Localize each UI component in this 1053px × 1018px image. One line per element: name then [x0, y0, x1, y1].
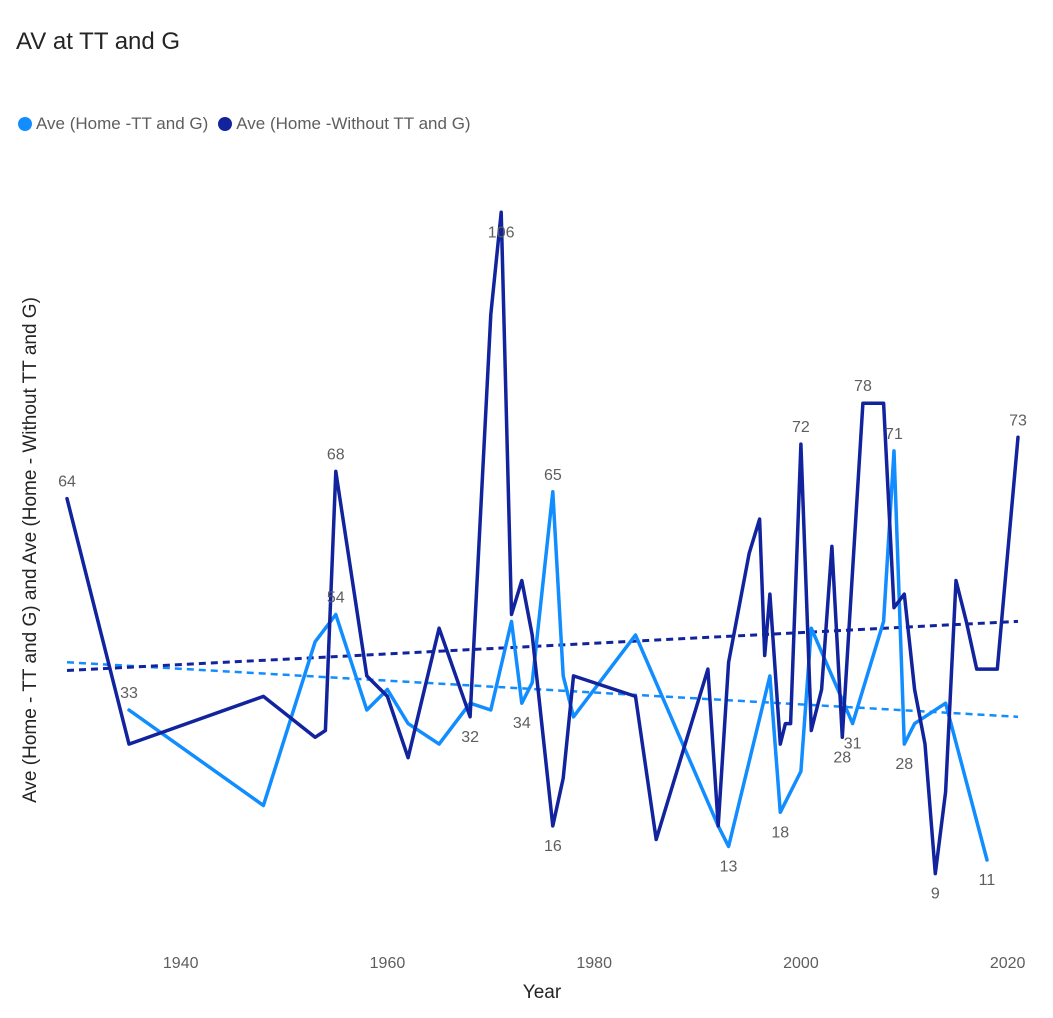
legend-marker-series-1 — [18, 117, 32, 131]
x-tick-label: 1960 — [370, 955, 406, 972]
x-axis: 1940 1960 1980 2000 2020 — [163, 955, 1026, 972]
x-tick-label: 2020 — [990, 955, 1026, 972]
trendline-layer — [66, 619, 1019, 719]
data-label: 18 — [771, 824, 789, 841]
data-label: 33 — [120, 685, 138, 702]
trendline-series-1 — [66, 661, 1019, 719]
legend-item-series-2[interactable]: Ave (Home -Without TT and G) — [218, 114, 471, 134]
series-layer — [65, 210, 1020, 876]
data-label: 31 — [844, 736, 862, 753]
data-label: 73 — [1009, 412, 1027, 429]
data-label: 32 — [461, 729, 479, 746]
data-label: 65 — [544, 467, 562, 484]
legend: Ave (Home -TT and G) Ave (Home -Without … — [18, 114, 481, 134]
data-label: 78 — [854, 378, 872, 395]
data-label: 16 — [544, 838, 562, 855]
legend-label-series-1: Ave (Home -TT and G) — [36, 114, 209, 133]
data-label: 106 — [488, 224, 515, 241]
legend-label-series-2: Ave (Home -Without TT and G) — [236, 114, 471, 133]
data-label: 11 — [979, 872, 996, 889]
data-label: 54 — [327, 590, 345, 607]
x-tick-label: 2000 — [783, 955, 819, 972]
data-label: 72 — [792, 419, 810, 436]
data-label: 9 — [931, 886, 940, 903]
data-label: 28 — [833, 749, 851, 766]
data-label: 34 — [513, 715, 531, 732]
x-tick-label: 1940 — [163, 955, 199, 972]
series-line-2[interactable] — [65, 210, 1020, 876]
chart-title: AV at TT and G — [16, 28, 181, 55]
x-axis-title: Year — [523, 982, 562, 1003]
data-label: 64 — [58, 474, 76, 491]
x-tick-label: 1980 — [576, 955, 612, 972]
legend-marker-series-2 — [218, 117, 233, 131]
data-label: 71 — [885, 426, 903, 443]
data-label: 68 — [327, 446, 345, 463]
legend-item-series-1[interactable]: Ave (Home -TT and G) — [18, 114, 208, 134]
trendline-series-2 — [66, 619, 1019, 672]
y-axis-title: Ave (Home - TT and G) and Ave (Home - Wi… — [20, 297, 41, 803]
data-label: 13 — [720, 858, 738, 875]
data-label: 28 — [895, 756, 913, 773]
